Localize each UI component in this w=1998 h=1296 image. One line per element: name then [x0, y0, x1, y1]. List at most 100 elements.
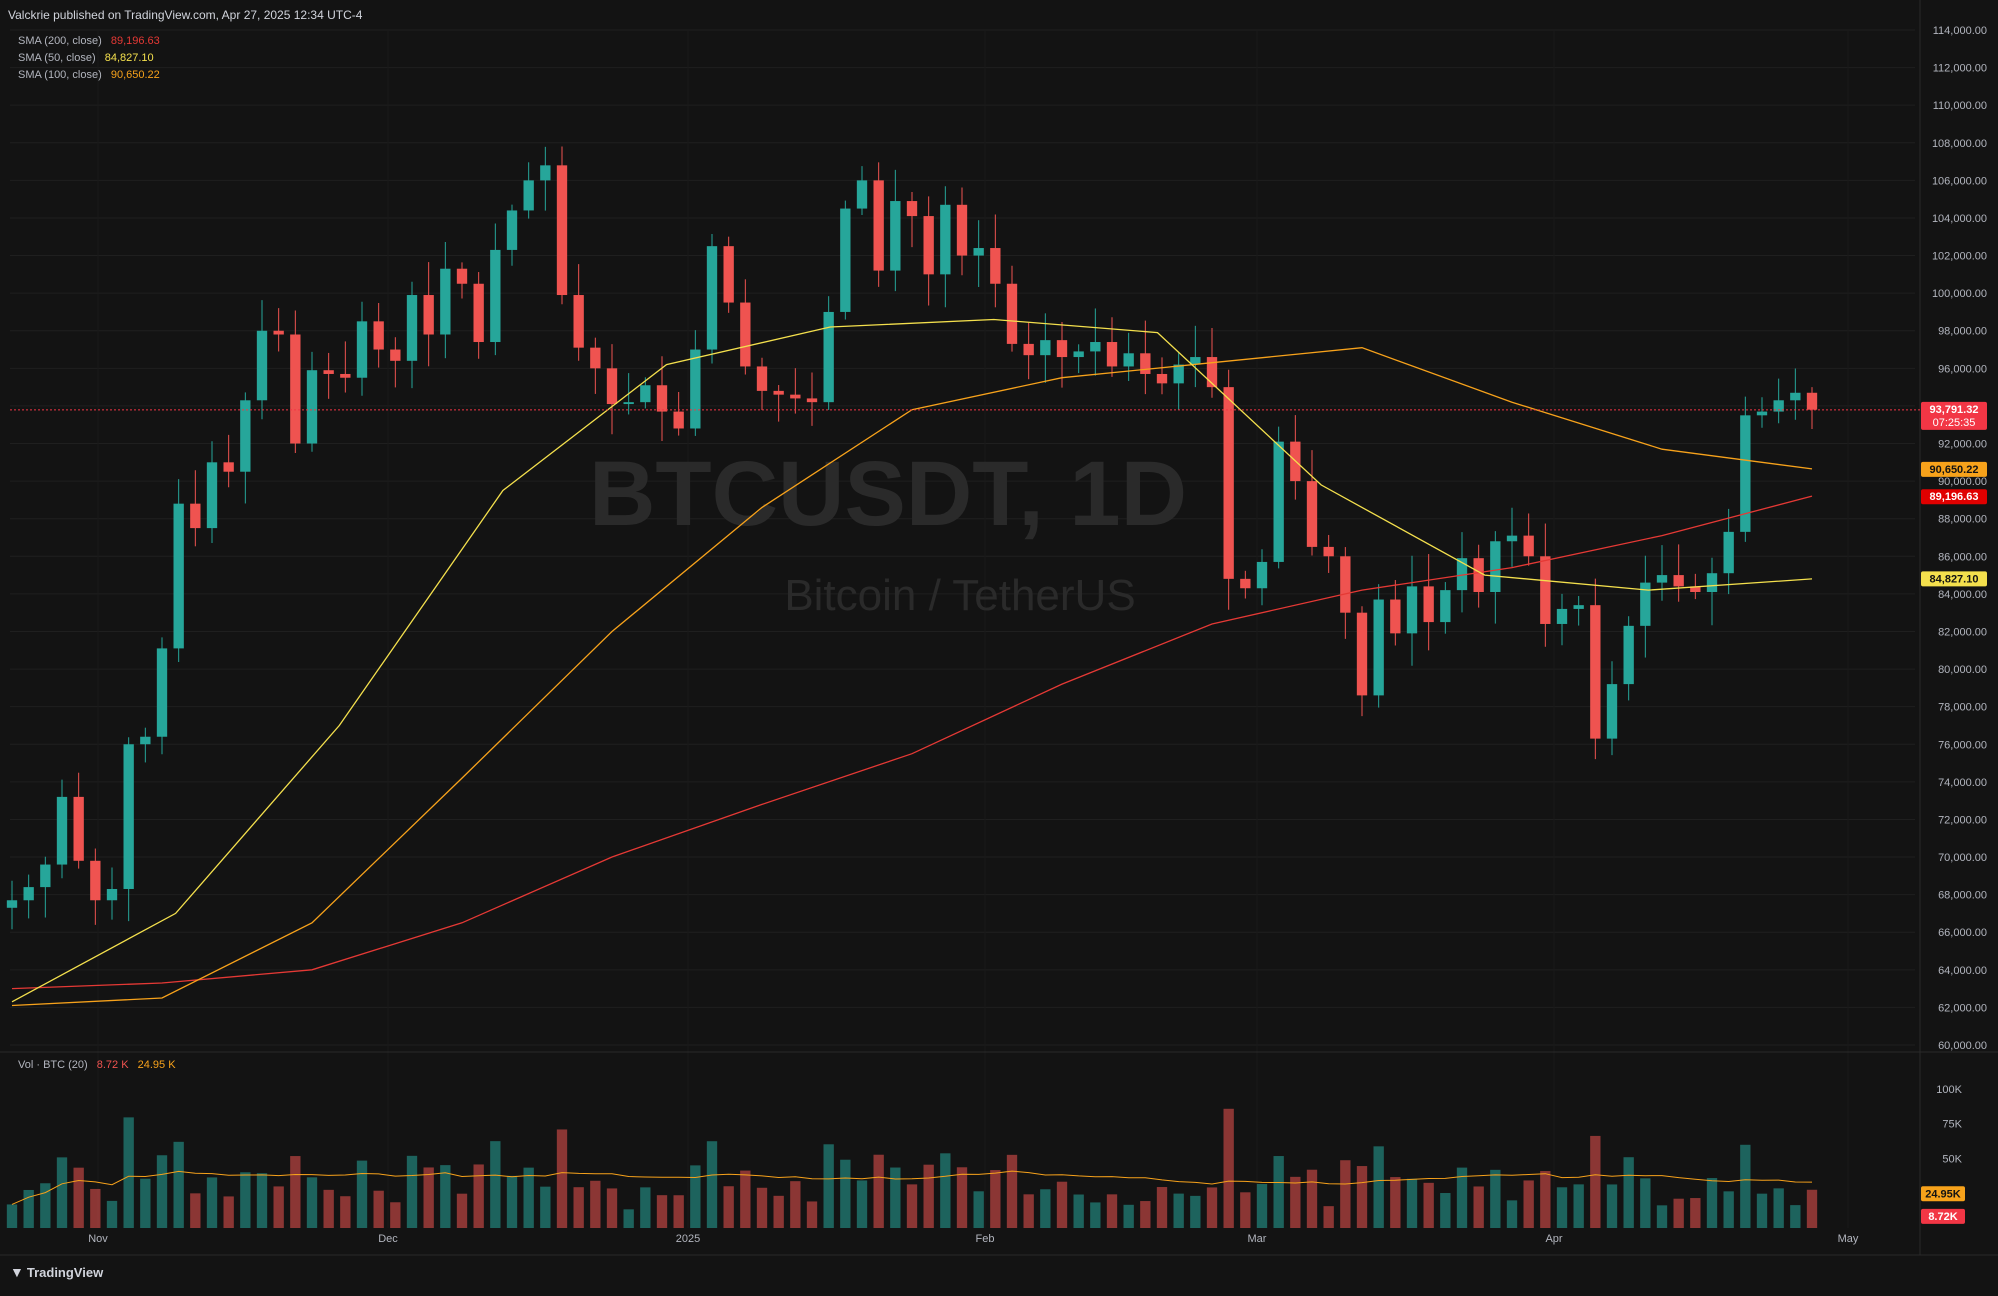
candle-body: [690, 349, 701, 429]
volume-bar: [790, 1181, 801, 1228]
volume-bar: [1440, 1193, 1451, 1228]
volume-bar: [1556, 1187, 1568, 1228]
volume-bar: [1806, 1189, 1818, 1228]
volume-bar: [1040, 1189, 1051, 1228]
price-tick-label: 72,000.00: [1938, 814, 1987, 826]
price-tick-label: 98,000.00: [1938, 326, 1987, 338]
volume-bar: [956, 1167, 968, 1228]
volume-bar: [1740, 1144, 1751, 1228]
candle-body: [156, 648, 168, 737]
axes: [0, 0, 1998, 1256]
volume-bar: [473, 1164, 484, 1228]
volume-bar: [156, 1155, 168, 1228]
volume-bar: [740, 1170, 751, 1228]
time-tick-label: Mar: [1248, 1233, 1267, 1245]
candle-body: [1523, 535, 1534, 557]
candle-body: [323, 370, 334, 374]
tradingview-logo[interactable]: ▼ TradingView: [10, 1264, 103, 1280]
candle-body: [1373, 599, 1384, 696]
candle-body: [23, 887, 34, 901]
price-tick-label: 70,000.00: [1938, 852, 1987, 864]
candle-body: [940, 204, 951, 275]
price-label-text: 89,196.63: [1930, 491, 1979, 503]
candle-body: [73, 796, 84, 861]
volume-bar: [140, 1178, 151, 1228]
candle-body: [1423, 586, 1434, 623]
candle-body: [90, 860, 101, 901]
volume-bar: [323, 1189, 334, 1228]
volume-bar: [573, 1187, 584, 1228]
volume-bar: [406, 1155, 418, 1228]
legend-sma100-label: SMA (100, close): [18, 69, 102, 81]
volume-bar: [723, 1186, 734, 1228]
volume-bar: [1006, 1154, 1018, 1228]
legend-sma200[interactable]: SMA (200, close) 89,196.63: [18, 35, 160, 47]
volume-bar: [706, 1141, 718, 1228]
volume-label-tag: [1921, 1208, 1965, 1224]
candle-body: [606, 368, 618, 405]
legend-sma100[interactable]: SMA (100, close) 90,650.22: [18, 69, 160, 81]
price-tick-label: 88,000.00: [1938, 514, 1987, 526]
candle-body: [1490, 541, 1501, 593]
volume-label-text: 24.95K: [1925, 1188, 1961, 1200]
candle-body: [990, 248, 1001, 284]
volume-bar: [1173, 1193, 1184, 1228]
volume-bar: [1290, 1176, 1301, 1228]
candle-body: [140, 736, 151, 745]
volume-bar: [390, 1202, 401, 1228]
candle-body: [1773, 400, 1784, 412]
volume-bar: [973, 1191, 984, 1228]
candle-body: [373, 321, 384, 350]
candle-body: [356, 321, 368, 378]
candle-body: [906, 201, 918, 217]
volume-bar: [690, 1165, 701, 1228]
volume-bar: [1073, 1194, 1084, 1228]
volume-bar: [656, 1195, 668, 1228]
volume-bar: [1273, 1156, 1284, 1228]
candle-body: [890, 201, 901, 271]
candle-body: [556, 165, 568, 296]
price-tick-label: 78,000.00: [1938, 702, 1987, 714]
price-tick-label: 68,000.00: [1938, 890, 1987, 902]
candle-body: [340, 373, 351, 378]
volume-bar: [506, 1175, 518, 1228]
publish-header: Valckrie published on TradingView.com, A…: [8, 8, 363, 22]
candle-body: [1123, 353, 1134, 367]
volume-bar: [1023, 1194, 1034, 1228]
candle-body: [856, 180, 868, 209]
volume-bar: [1673, 1198, 1684, 1228]
price-label-tag: [1921, 461, 1987, 477]
candle-body: [1156, 373, 1168, 384]
candle-body: [256, 330, 268, 401]
candle-body: [423, 295, 434, 335]
legend-sma50[interactable]: SMA (50, close) 84,827.10: [18, 52, 154, 64]
candle-body: [1406, 586, 1418, 634]
price-tick-label: 66,000.00: [1938, 927, 1987, 939]
candle-body: [6, 900, 18, 908]
candle-body: [956, 204, 968, 256]
candle-body: [1756, 411, 1768, 416]
time-tick-label: 2025: [676, 1233, 700, 1245]
legend-sma200-label: SMA (200, close): [18, 35, 102, 47]
volume-bar: [1423, 1182, 1434, 1228]
volume-legend[interactable]: Vol · BTC (20) 8.72 K 24.95 K: [18, 1059, 176, 1071]
volume-bar: [1306, 1169, 1318, 1228]
price-tick-label: 104,000.00: [1932, 213, 1987, 225]
volume-bar: [840, 1159, 851, 1228]
price-tick-label: 84,000.00: [1938, 589, 1987, 601]
volume-bar: [906, 1184, 918, 1228]
volume-bar: [673, 1195, 684, 1228]
legend-sma200-value: 89,196.63: [110, 35, 160, 47]
candle-body: [490, 249, 501, 343]
time-tick-label: May: [1838, 1233, 1859, 1245]
candle-body: [1456, 558, 1468, 591]
volume-bar: [190, 1193, 201, 1228]
price-label-text: 90,650.22: [1930, 464, 1979, 476]
candle-body: [290, 334, 301, 444]
legend-sma50-value: 84,827.10: [104, 52, 154, 64]
candle-body: [306, 370, 318, 444]
candle-body: [723, 246, 734, 303]
volume-tick-label: 75K: [1942, 1119, 1962, 1131]
candle-body: [390, 349, 401, 361]
